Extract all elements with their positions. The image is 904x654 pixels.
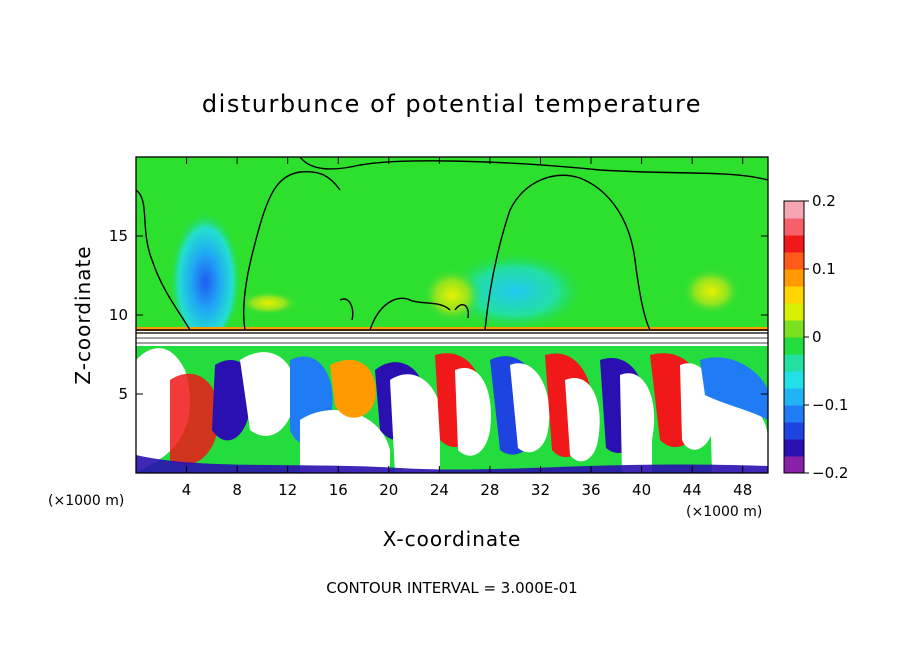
colorbar-segment [784,252,804,270]
x-axis: 4 8 12 16 20 24 28 32 36 40 44 48 [182,157,752,499]
x-tick-label: 4 [182,481,192,499]
colorbar-segment [784,320,804,338]
field-features [169,196,742,339]
colorbar-segment [784,201,804,219]
x-tick-label: 40 [632,481,651,499]
contour-interval-note: CONTOUR INTERVAL = 3.000E-01 [326,579,577,597]
colorbar-segment [784,286,804,304]
colorbar-segment [784,269,804,287]
y-axis: 5 10 15 [109,227,768,403]
x-tick-label: 28 [480,481,499,499]
cool-dome [445,251,586,331]
colorbar-segment [784,218,804,236]
colorbar-tick-label: −0.2 [812,464,848,482]
warm-patch [238,291,299,315]
chart-title: disturbunce of potential temperature [202,90,702,118]
x-tick-label: 16 [329,481,348,499]
x-tick-label: 12 [278,481,297,499]
x-tick-label: 44 [683,481,702,499]
colorbar-tick-label: 0.1 [812,260,836,278]
colorbar-segment [784,354,804,372]
x-tick-label: 36 [581,481,600,499]
contour-lines [136,157,768,331]
y-axis-label: Z-coordinate [71,245,95,384]
y-tick-label: 15 [109,227,128,245]
x-tick-label: 24 [430,481,449,499]
y-tick-label: 5 [118,385,128,403]
warm-patch [422,267,482,323]
x-tick-label: 32 [531,481,550,499]
colorbar-segment [784,337,804,355]
colorbar-ticks: 0.2 0.1 0 −0.1 −0.2 [804,192,848,482]
x-tick-label: 20 [379,481,398,499]
colorbar-segment [784,371,804,389]
colorbar [784,201,804,474]
colorbar-tick-label: 0.2 [812,192,836,210]
x-axis-unit: (×1000 m) [686,504,762,520]
colorbar-segment [784,303,804,321]
colorbar-segment [784,439,804,457]
warm-patch [681,267,742,315]
lower-turbulent-layer [136,338,768,473]
colorbar-segment [784,388,804,406]
y-tick-label: 10 [109,306,128,324]
x-axis-label: X-coordinate [383,527,522,551]
colorbar-tick-label: 0 [812,328,822,346]
colorbar-segment [784,405,804,423]
colorbar-segment [784,235,804,253]
cold-plume [169,196,242,339]
colorbar-segment [784,456,804,474]
x-tick-label: 48 [733,481,752,499]
tropopause-band [136,327,768,346]
colorbar-tick-label: −0.1 [812,396,848,414]
plot-area [136,157,768,473]
y-axis-unit: (×1000 m) [48,493,124,509]
colorbar-segment [784,422,804,440]
x-tick-label: 8 [232,481,242,499]
